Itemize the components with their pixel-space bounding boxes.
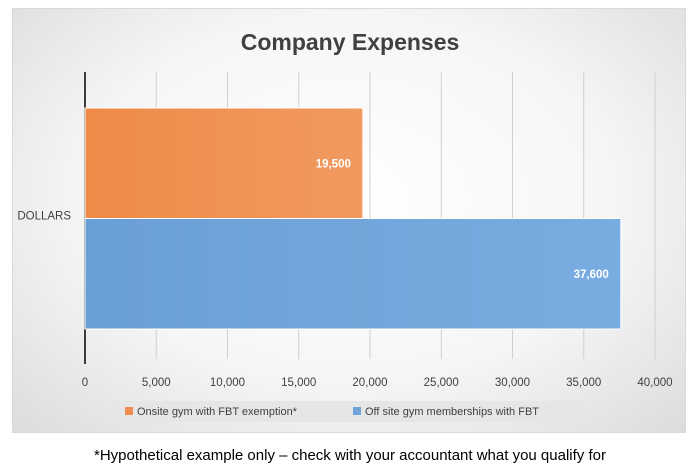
x-tick-label: 40,000 [637, 377, 672, 389]
x-tick-label: 35,000 [566, 377, 601, 389]
x-tick-label: 10,000 [210, 377, 245, 389]
x-tick-label: 15,000 [281, 377, 316, 389]
x-tick-label: 0 [82, 377, 88, 389]
bar-onsite-gym [84, 107, 364, 219]
chart-panel: Company Expenses 0 5,000 10,000 15,000 20,00… [12, 8, 686, 433]
category-label: DOLLARS [17, 211, 71, 223]
legend-swatch [125, 407, 133, 415]
legend-box [115, 401, 585, 422]
x-tick-label: 30,000 [495, 377, 530, 389]
data-label: 37,600 [574, 269, 609, 281]
data-label: 19,500 [316, 158, 351, 170]
legend-swatch [353, 407, 361, 415]
chart-title: Company Expenses [241, 29, 460, 55]
x-tick-label: 20,000 [352, 377, 387, 389]
x-tick-label: 5,000 [142, 377, 171, 389]
legend-entry: Off site gym memberships with FBT [365, 406, 539, 418]
expenses-bar-chart: Company Expenses 0 5,000 10,000 15,000 20,00… [17, 29, 673, 422]
legend-entry: Onsite gym with FBT exemption* [137, 406, 298, 418]
bar-offsite-gym [84, 218, 622, 330]
x-tick-label: 25,000 [424, 377, 459, 389]
footnote: *Hypothetical example only – check with … [94, 447, 606, 464]
